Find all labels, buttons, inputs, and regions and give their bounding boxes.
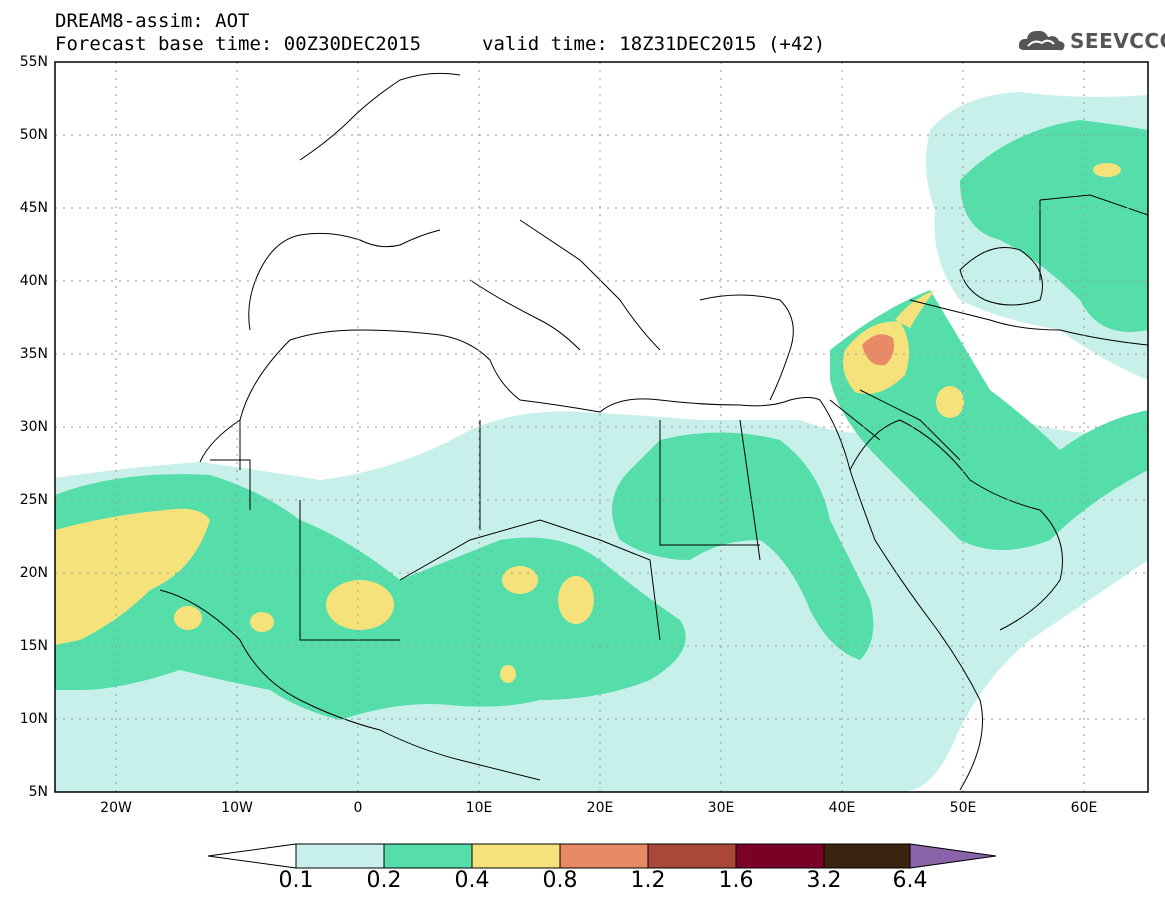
lon-label: 40E xyxy=(828,800,856,816)
lon-label: 60E xyxy=(1070,800,1098,816)
colorbar-arrow-right xyxy=(909,843,997,869)
aot-band-0.4-nigeria xyxy=(500,665,516,683)
aot-band-0.2-east xyxy=(612,432,874,660)
lat-label: 50N xyxy=(19,127,48,143)
seevccc-logo: SEEVCCC xyxy=(1018,26,1165,56)
colorbar-cell xyxy=(383,843,473,869)
valid-time: valid time: 18Z31DEC2015 (+42) xyxy=(482,33,826,55)
lat-label: 10N xyxy=(19,711,48,727)
lat-label: 30N xyxy=(19,419,48,435)
logo-text: SEEVCCC xyxy=(1070,29,1165,53)
colorbar-label: 0.4 xyxy=(454,868,490,893)
colorbar xyxy=(207,843,997,869)
map-frame xyxy=(54,61,1149,793)
aot-band-0.4-atlantic xyxy=(55,508,210,645)
lon-label: 0 xyxy=(353,800,363,816)
lat-label: 25N xyxy=(19,492,48,508)
aot-band-0.4-syria xyxy=(895,290,935,328)
aot-band-0.8 xyxy=(862,334,894,366)
colorbar-arrow-left xyxy=(207,843,297,869)
colorbar-cell xyxy=(559,843,649,869)
lat-label: 35N xyxy=(19,346,48,362)
aot-band-0.4-niger xyxy=(326,580,394,630)
lat-label: 40N xyxy=(19,273,48,289)
graticule xyxy=(55,62,1148,792)
colorbar-cell xyxy=(471,843,561,869)
lon-label: 50E xyxy=(949,800,977,816)
aot-band-0.4-mali xyxy=(250,612,274,632)
aot-band-0.4-gulf xyxy=(936,386,964,418)
coastlines xyxy=(159,72,1148,791)
lat-label: 45N xyxy=(19,200,48,216)
aot-band-0.4-kazakh xyxy=(1093,163,1121,177)
cloud-icon xyxy=(1018,30,1065,51)
lat-label: 5N xyxy=(28,784,48,800)
map-title: DREAM8-assim: AOT xyxy=(55,10,250,32)
aot-band-0.4-chad xyxy=(502,566,538,594)
lon-label: 10W xyxy=(221,800,253,816)
colorbar-label: 0.8 xyxy=(542,868,578,893)
colorbar-label: 3.2 xyxy=(806,868,842,893)
aot-field xyxy=(55,92,1148,792)
colorbar-cell xyxy=(295,843,385,869)
colorbar-cell xyxy=(735,843,825,869)
colorbar-cell xyxy=(823,843,911,869)
forecast-base-time: Forecast base time: 00Z30DEC2015 xyxy=(55,33,422,55)
colorbar-label: 6.4 xyxy=(892,868,928,893)
lon-label: 10E xyxy=(465,800,493,816)
aot-band-0.4-sudan xyxy=(558,576,594,624)
colorbar-label: 1.6 xyxy=(718,868,754,893)
lat-label: 55N xyxy=(19,54,48,70)
lat-label: 15N xyxy=(19,638,48,654)
aot-band-0.4-senegal xyxy=(174,606,202,630)
lon-label: 20E xyxy=(586,800,614,816)
aot-band-0.2-mideast xyxy=(830,290,1148,550)
colorbar-label: 1.2 xyxy=(630,868,666,893)
lon-label: 20W xyxy=(100,800,132,816)
lon-label: 30E xyxy=(707,800,735,816)
colorbar-label: 0.2 xyxy=(366,868,402,893)
colorbar-cell xyxy=(647,843,737,869)
colorbar-label: 0.1 xyxy=(278,868,314,893)
lat-label: 20N xyxy=(19,565,48,581)
